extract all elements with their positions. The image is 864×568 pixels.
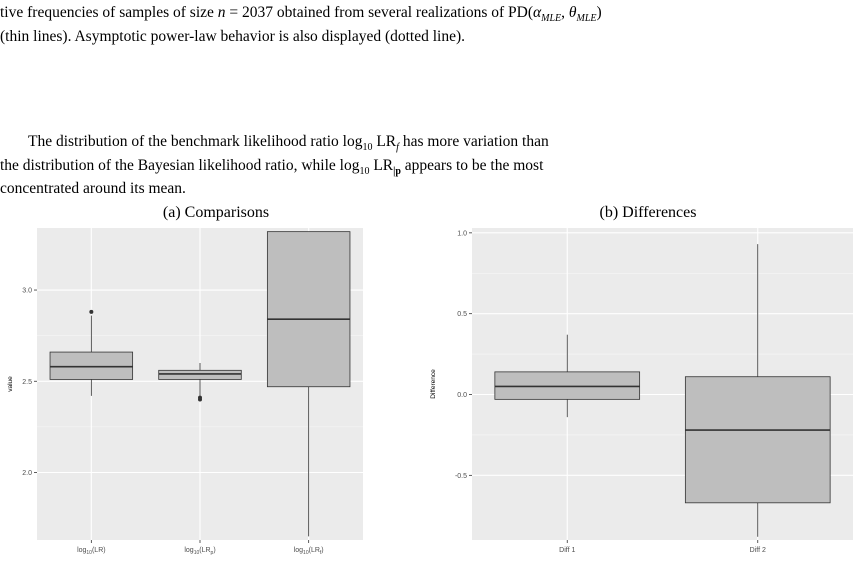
y-tick-label: 2.5 <box>22 379 32 386</box>
y-tick-label: 1.0 <box>457 230 467 237</box>
y-tick-label: 3.0 <box>22 288 32 295</box>
x-tick-label: Diff 1 <box>559 547 575 554</box>
subscript: 10 <box>359 165 370 177</box>
caption-n-variable: n <box>217 4 226 21</box>
body-text: appears to be the most <box>400 156 544 174</box>
caption-alpha-subscript: MLE <box>541 13 562 24</box>
body-text: the distribution of the Bayesian likelih… <box>0 156 360 174</box>
subscript: |p <box>393 165 401 177</box>
caption-line-2: (thin lines). Asymptotic power-law behav… <box>0 27 466 45</box>
y-tick-label: 0.0 <box>457 392 467 399</box>
figure-caption: tive frequencies of samples of size n = … <box>0 2 864 47</box>
body-paragraph: The distribution of the benchmark likeli… <box>0 131 864 200</box>
panel-a-comparisons: 2.0 2.5 3.0 log10(LR) log10(LRp) log10(LRf) va… <box>7 228 363 556</box>
x-tick-label: log10(LRf) <box>294 547 324 556</box>
caption-comma: , <box>561 4 569 21</box>
body-line-3: concentrated around its mean. <box>0 180 186 197</box>
y-tick-label: -0.5 <box>455 473 467 480</box>
outlier-point <box>89 309 94 314</box>
panel-a-title: (a) Comparisons <box>162 204 270 221</box>
subscript: f <box>396 142 399 153</box>
body-text: LR <box>369 156 394 174</box>
panel-b-title: (b) Differences <box>599 204 697 221</box>
box <box>49 351 134 380</box>
caption-theta-subscript: MLE <box>576 13 597 24</box>
caption-text: = 2037 obtained from several realization… <box>225 4 533 21</box>
x-tick-label: log10(LR) <box>77 547 106 556</box>
outlier-point <box>198 395 202 400</box>
body-line-1: The distribution of the benchmark likeli… <box>0 131 864 155</box>
y-axis-title: value <box>7 376 14 392</box>
caption-line-1: tive frequencies of samples of size n = … <box>0 2 864 26</box>
x-tick-label: Diff 2 <box>750 547 766 554</box>
box <box>684 376 831 504</box>
x-tick-label: log10(LRp) <box>184 547 215 556</box>
body-text: LR <box>372 133 397 150</box>
caption-alpha: α <box>533 4 542 21</box>
y-axis-title: Difference <box>430 369 437 399</box>
body-text: has more variation than <box>398 133 549 150</box>
box <box>266 231 351 388</box>
body-text: The distribution of the benchmark likeli… <box>28 133 363 150</box>
caption-close-paren: ) <box>596 4 602 21</box>
y-tick-label: 2.0 <box>22 470 32 477</box>
panel-b-differences: -0.5 0.0 0.5 1.0 Diff 1 Diff 2 Difference <box>430 228 853 554</box>
subscript: 10 <box>362 142 373 153</box>
caption-theta: θ <box>568 4 577 21</box>
caption-text: tive frequencies of samples of size <box>0 4 218 21</box>
y-tick-label: 0.5 <box>457 311 467 318</box>
box <box>494 371 641 400</box>
body-line-2: the distribution of the Bayesian likelih… <box>0 155 864 179</box>
box <box>158 369 242 380</box>
